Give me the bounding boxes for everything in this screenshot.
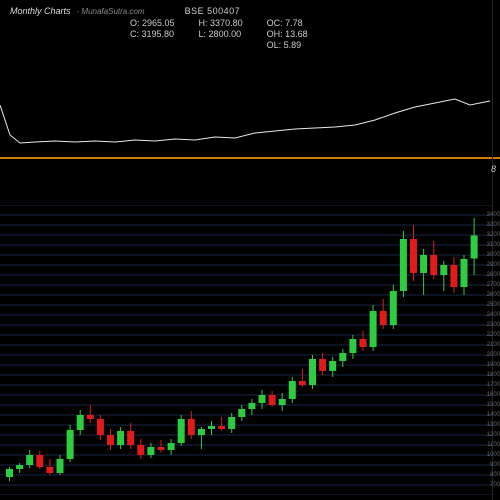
stat-close: C: 3195.80 (130, 29, 175, 39)
line-chart (0, 55, 492, 155)
candlestick-chart (0, 205, 492, 495)
stat-oc: OC: 7.78 (267, 18, 308, 28)
stat-high: H: 3370.80 (199, 18, 243, 28)
ohlc-stats: O: 2965.05 H: 3370.80 OC: 7.78 C: 3195.8… (130, 18, 308, 50)
symbol-label: BSE 500407 (185, 6, 241, 16)
chart-title: Monthly Charts (10, 6, 71, 16)
price-axis: 3400330032003100300029002800270026002500… (492, 205, 500, 495)
marker-label: 8 (491, 164, 496, 174)
panel-separator (0, 157, 500, 159)
site-credit: - MunafaSutra.com (77, 7, 145, 16)
stat-ol: OL: 5.89 (267, 40, 308, 50)
stat-low: L: 2800.00 (199, 29, 243, 39)
stat-open: O: 2965.05 (130, 18, 175, 28)
stat-oh: OH: 13.68 (267, 29, 308, 39)
